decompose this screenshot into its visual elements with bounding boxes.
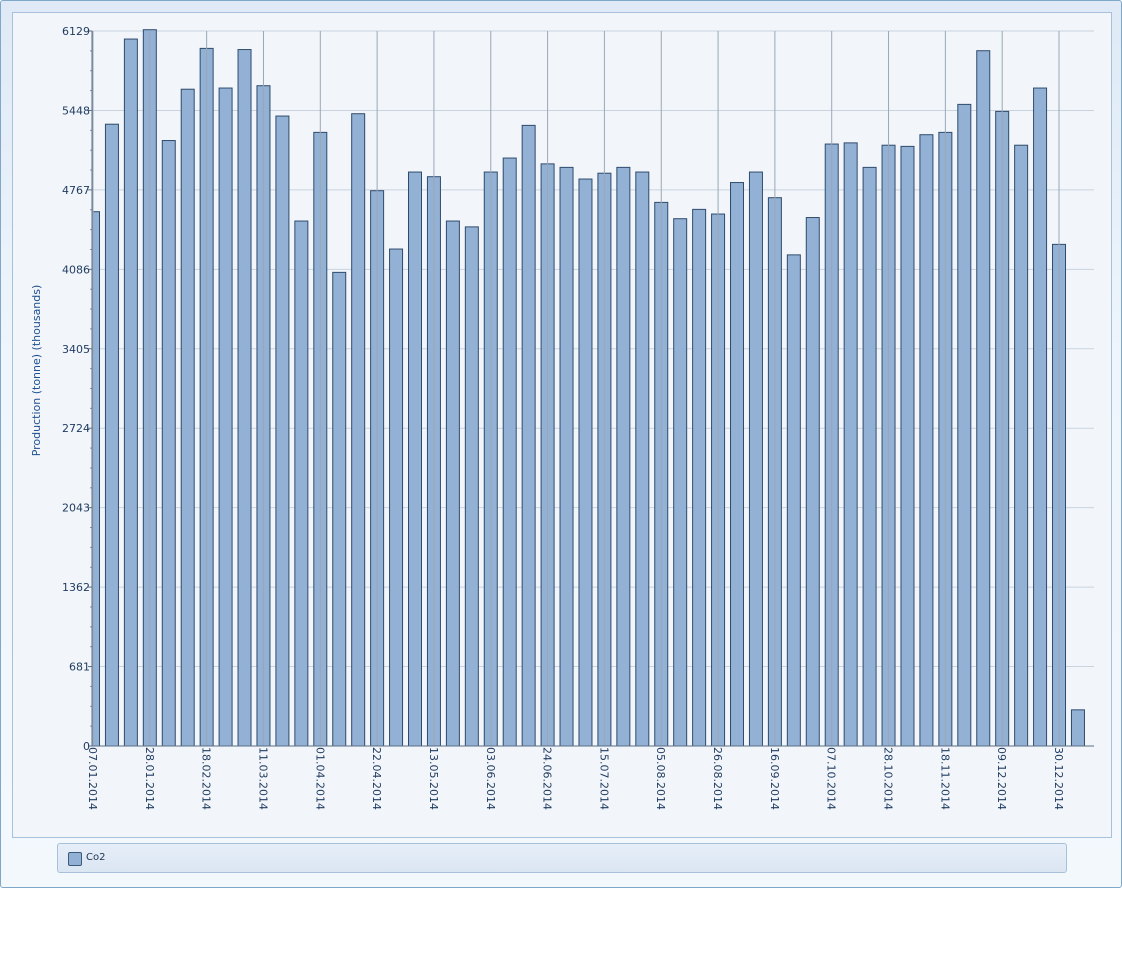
bar: [559, 166, 574, 747]
bar: [1014, 144, 1029, 747]
y-tick-label: 3405: [62, 343, 90, 356]
x-tick-label: 18.11.2014: [938, 747, 951, 810]
bar: [180, 88, 195, 747]
x-tick-label: 07.01.2014: [86, 747, 99, 810]
bar: [578, 178, 593, 747]
x-tick-label: 26.08.2014: [711, 747, 724, 810]
bar: [445, 220, 460, 747]
y-tick-label: 0: [83, 740, 90, 753]
x-tick-label: 30.12.2014: [1052, 747, 1065, 810]
bar: [1070, 709, 1085, 747]
x-tick-label: 24.06.2014: [541, 747, 554, 810]
y-axis-label: Production (tonne) (thousands): [30, 285, 43, 457]
y-tick-label: 681: [69, 661, 90, 674]
x-tick-label: 11.03.2014: [256, 747, 269, 810]
bar: [673, 218, 688, 747]
chart-window: 0 681 1362 2043 2724 3405 4086 4767 5448 6129 07.0…: [0, 0, 1122, 888]
legend-swatch-co2: [68, 852, 82, 866]
bar: [161, 140, 176, 747]
bar: [1033, 87, 1048, 747]
bar: [862, 166, 877, 747]
x-tick-label: 15.07.2014: [597, 747, 610, 810]
x-tick-label: 01.04.2014: [313, 747, 326, 810]
bar: [502, 157, 517, 747]
bar: [976, 50, 991, 747]
x-tick-label: 05.08.2014: [654, 747, 667, 810]
legend-label-co2: Co2: [86, 852, 106, 863]
bar: [900, 145, 915, 747]
bar: [408, 171, 423, 747]
x-tick-label: 28.10.2014: [882, 747, 895, 810]
bar: [237, 49, 252, 747]
bar: [919, 134, 934, 747]
x-tick-label: 03.06.2014: [484, 747, 497, 810]
bar: [692, 208, 707, 747]
bar: [786, 254, 801, 747]
y-tick-label: 6129: [62, 25, 90, 38]
bar: [332, 271, 347, 747]
bar: [843, 142, 858, 747]
bar: [730, 182, 745, 747]
x-tick-label: 09.12.2014: [995, 747, 1008, 810]
bar: [104, 123, 119, 747]
bar: [464, 226, 479, 747]
bar: [635, 171, 650, 747]
bar: [805, 217, 820, 747]
x-tick-label: 13.05.2014: [427, 747, 440, 810]
bar: [521, 124, 536, 747]
bar: [123, 38, 138, 747]
bar: [389, 248, 404, 747]
bar: [294, 220, 309, 747]
y-tick-label: 4086: [62, 263, 90, 276]
x-tick-label: 18.02.2014: [200, 747, 213, 810]
x-tick-label: 28.01.2014: [143, 747, 156, 810]
bar: [275, 115, 290, 747]
y-tick-label: 2043: [62, 502, 90, 515]
bar: [748, 171, 763, 747]
y-tick-label: 5448: [62, 104, 90, 117]
bar-chart: 0 681 1362 2043 2724 3405 4086 4767 5448 6129 07.0…: [30, 25, 1094, 810]
x-tick-label: 16.09.2014: [768, 747, 781, 810]
bar: [957, 103, 972, 747]
bar: [218, 87, 233, 747]
bar: [351, 113, 366, 747]
y-tick-label: 1362: [62, 581, 90, 594]
y-tick-label: 2724: [62, 422, 90, 435]
plot-area: 0 681 1362 2043 2724 3405 4086 4767 5448 6129 07.0…: [12, 12, 1112, 838]
bar: [616, 166, 631, 747]
x-tick-label: 22.04.2014: [370, 747, 383, 810]
legend: Co2: [57, 843, 1067, 873]
x-tick-label: 07.10.2014: [825, 747, 838, 810]
y-tick-label: 4767: [62, 184, 90, 197]
